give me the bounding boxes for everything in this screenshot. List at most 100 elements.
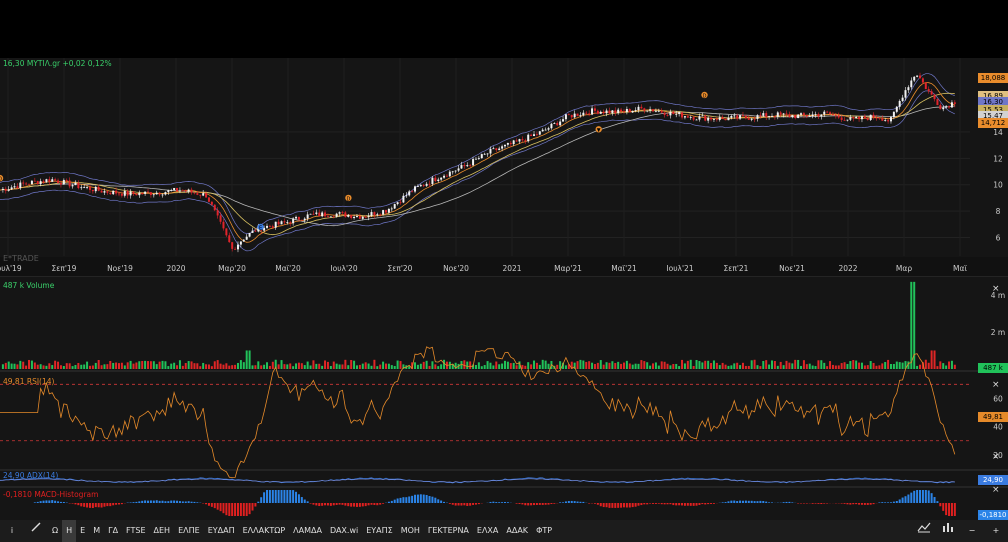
candle-body <box>544 129 547 131</box>
candle-body <box>428 183 431 185</box>
candle-body <box>950 102 953 108</box>
candle-body <box>727 117 730 121</box>
volume-bar <box>884 362 887 369</box>
volume-bar <box>100 365 103 369</box>
ticker-tab-5[interactable]: ΕΛΛΑΚΤΩΡ <box>242 526 286 535</box>
macd-histogram-bar <box>707 503 710 505</box>
volume-bar <box>30 360 33 369</box>
period-tab-3[interactable]: Μ <box>93 526 101 535</box>
candle-body <box>834 115 837 116</box>
rsi-close-button[interactable]: × <box>992 380 1000 390</box>
volume-bar <box>155 364 158 369</box>
macd-histogram-bar <box>637 503 640 506</box>
macd-histogram-bar <box>884 502 887 503</box>
macd-histogram-bar <box>190 501 193 503</box>
macd-histogram-bar <box>654 503 657 504</box>
ticker-tab-4[interactable]: ΕΥΔΑΠ <box>207 526 235 535</box>
macd-histogram-bar <box>39 501 42 503</box>
ticker-tab-8[interactable]: ΕΥΑΠΣ <box>366 526 393 535</box>
ticker-tab-3[interactable]: ΕΛΠΕ <box>178 526 200 535</box>
chart-svg[interactable]: 6 8 10 12 14 Ιουλ'19 Σεπ'19 Νοε'19 2020 Μαρ'20 Μαϊ… <box>0 58 1008 520</box>
ticker-tab-11[interactable]: ΕΛΧΑ <box>476 526 499 535</box>
volume-bar <box>544 360 547 369</box>
volume-bar <box>591 362 594 369</box>
ticker-tab-9[interactable]: ΜΟΗ <box>400 526 420 535</box>
ticker-tab-1[interactable]: FTSE <box>126 526 146 535</box>
macd-histogram-bar <box>953 503 956 516</box>
ticker-tab-12[interactable]: ΑΔΑΚ <box>506 526 529 535</box>
macd-histogram-bar <box>393 499 396 503</box>
macd-histogram-bar <box>625 503 628 508</box>
volume-bar <box>36 364 39 369</box>
macd-histogram-bar <box>42 500 45 503</box>
x-tick-label-13: Σεπ'21 <box>724 264 749 273</box>
volume-bar <box>353 360 356 369</box>
candle-body <box>707 117 710 121</box>
ticker-tab-13[interactable]: ΦΤΡ <box>536 526 553 535</box>
ticker-tab-2[interactable]: ΔΕΗ <box>153 526 171 535</box>
volume-close-button[interactable]: × <box>992 284 1000 294</box>
volume-bar <box>855 360 858 369</box>
macd-histogram-bar <box>765 501 768 503</box>
candle-body <box>814 114 817 115</box>
macd-histogram-bar <box>91 503 94 509</box>
ticker-tab-7[interactable]: DAX.wi <box>329 526 359 535</box>
macd-histogram-bar <box>184 501 187 503</box>
macd-histogram-bar <box>907 494 910 503</box>
volume-bar <box>823 362 826 369</box>
candle-body <box>535 134 538 136</box>
volume-bar <box>919 364 922 369</box>
candle-body <box>158 192 161 195</box>
bars-icon[interactable] <box>936 520 960 542</box>
period-tab-0[interactable]: Ω <box>52 526 59 535</box>
info-icon[interactable]: i <box>10 526 14 535</box>
macd-histogram-bar <box>379 503 382 505</box>
candle-body <box>739 115 742 119</box>
candle-body <box>802 113 805 116</box>
macd-histogram-bar <box>86 503 89 508</box>
candle-body <box>753 118 756 120</box>
candle-body <box>596 110 599 114</box>
volume-bar <box>144 360 147 369</box>
fast-ma-line <box>0 82 955 243</box>
volume-bar <box>161 360 164 369</box>
ticker-tab-10[interactable]: ΓΕΚΤΕΡΝΑ <box>427 526 469 535</box>
ticker-tab-6[interactable]: ΛΑΜΔΑ <box>293 526 322 535</box>
macd-histogram-bar <box>617 503 620 508</box>
macd-histogram-bar <box>622 503 625 508</box>
macd-histogram-bar <box>83 503 86 507</box>
volume-bar <box>518 361 521 369</box>
macd-histogram-bar <box>289 490 292 503</box>
candle-body <box>878 117 881 119</box>
zoom-in-button[interactable]: + <box>992 526 1000 535</box>
volume-bar <box>785 360 788 369</box>
candle-body <box>924 82 927 90</box>
candle-body <box>39 181 42 185</box>
macd-histogram-bar <box>588 503 591 504</box>
volume-bar <box>849 361 852 369</box>
volume-bar <box>33 362 36 369</box>
macd-histogram-bar <box>80 503 83 507</box>
x-tick-label-9: 2021 <box>502 264 521 273</box>
macd-histogram-bar <box>225 503 228 516</box>
chart-area[interactable]: 6 8 10 12 14 Ιουλ'19 Σεπ'19 Νοε'19 2020 Μαρ'20 Μαϊ… <box>0 58 1008 520</box>
macd-close-button[interactable]: × <box>992 485 1000 495</box>
macd-histogram-bar <box>149 500 152 503</box>
period-tab-2[interactable]: Ε <box>80 526 86 535</box>
chart-type-icon[interactable] <box>912 520 936 542</box>
volume-bar <box>443 359 446 369</box>
adx-close-button[interactable]: × <box>992 452 1000 462</box>
volume-bar <box>486 361 489 369</box>
macd-histogram-bar <box>515 503 518 504</box>
pencil-icon[interactable] <box>24 520 48 542</box>
ticker-tab-0[interactable]: ΓΔ <box>108 526 119 535</box>
candle-body <box>454 170 457 172</box>
zoom-out-button[interactable]: − <box>968 526 976 535</box>
macd-histogram-bar <box>373 503 376 506</box>
period-tab-1[interactable]: H <box>62 520 77 542</box>
macd-histogram-bar <box>170 500 173 503</box>
macd-histogram-bar <box>570 500 573 503</box>
candle-body <box>129 191 132 196</box>
macd-histogram-bar <box>657 503 660 504</box>
macd-histogram-bar <box>306 501 309 503</box>
